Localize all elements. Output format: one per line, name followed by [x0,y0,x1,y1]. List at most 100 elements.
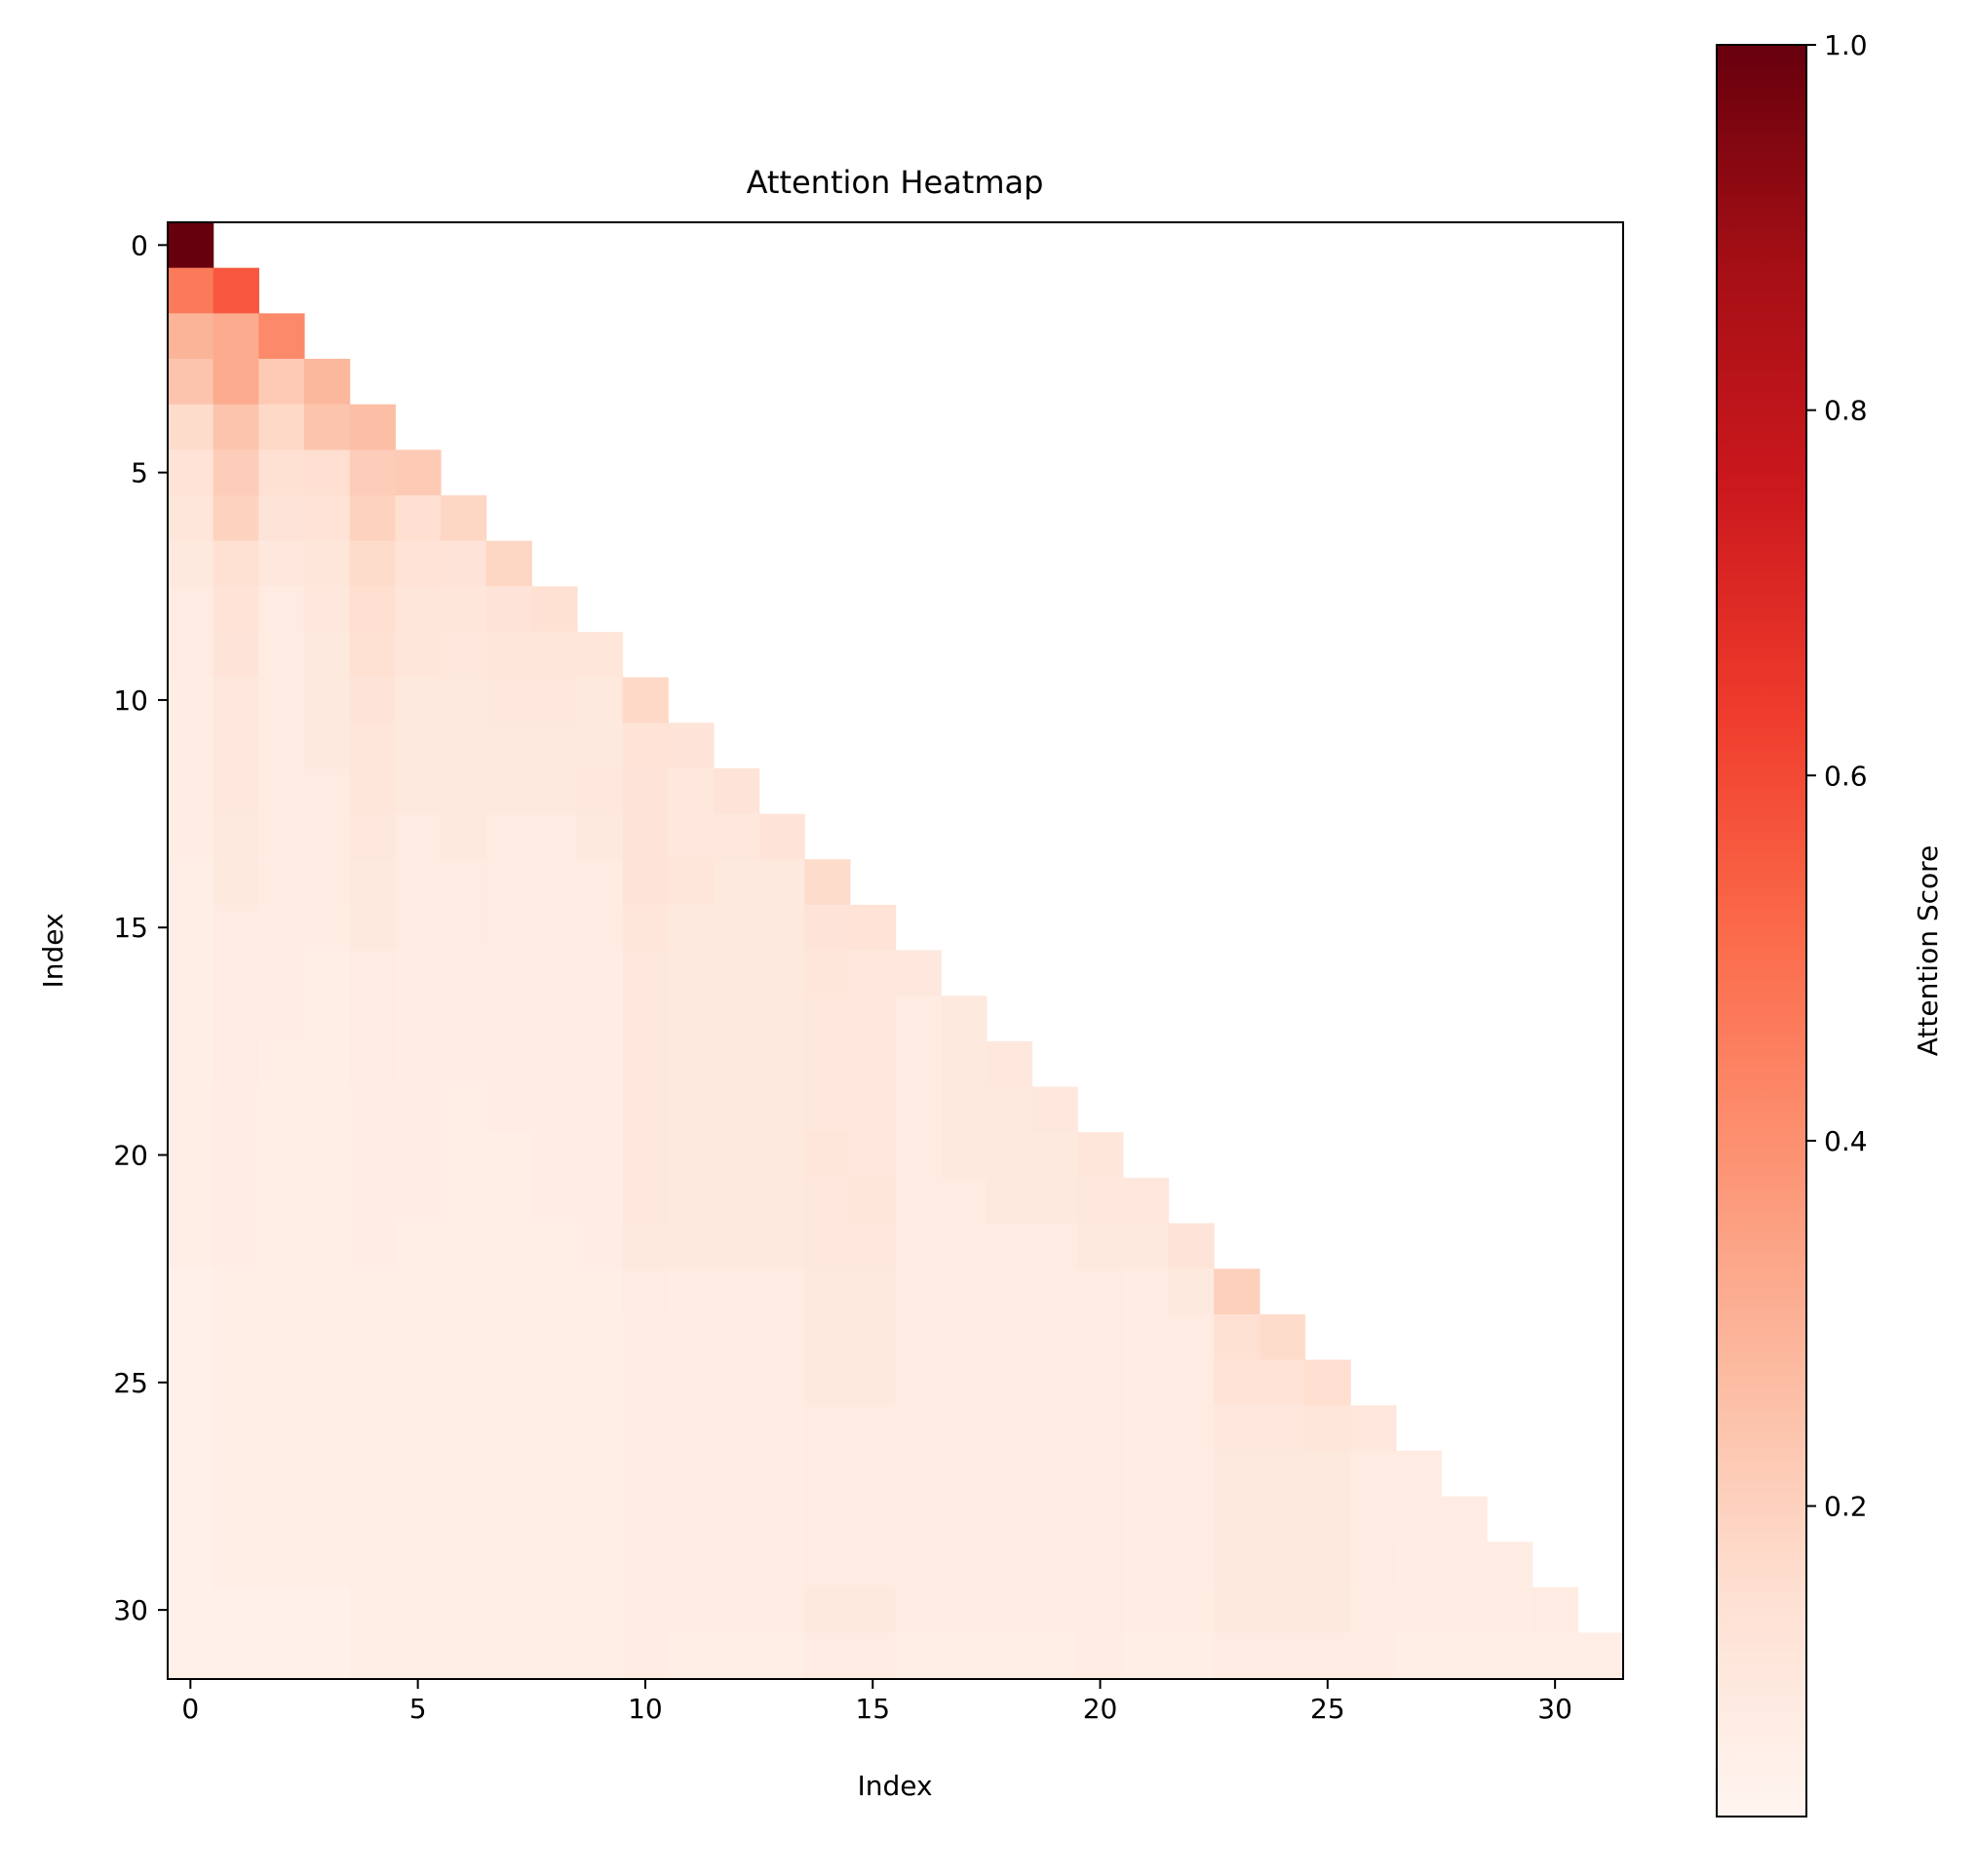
x-tick-label: 25 [1310,1693,1345,1725]
heatmap-cell [440,1450,487,1498]
heatmap-cell [1577,1632,1624,1679]
heatmap-cell [1214,1632,1260,1679]
heatmap-cell [1304,1405,1351,1452]
heatmap-cell [531,1359,578,1406]
heatmap-cell [895,1359,942,1406]
heatmap-cell [1441,1632,1488,1679]
heatmap-cell [531,1086,578,1133]
heatmap-cell [349,1632,396,1679]
heatmap-cell [485,996,532,1042]
heatmap-cell [349,1542,396,1588]
heatmap-cell [1214,1496,1260,1543]
heatmap-cell [1487,1586,1533,1634]
heatmap-cell [668,767,715,815]
x-tick-label: 30 [1537,1693,1572,1725]
heatmap-cell [1077,1542,1124,1588]
plot-frame [167,221,1624,1680]
heatmap-cell [1304,1496,1351,1543]
heatmap-cell [941,1450,988,1498]
colorbar-tick-label: 0.4 [1824,1125,1868,1157]
heatmap-cell [213,1177,259,1225]
heatmap-cell [531,1040,578,1088]
heatmap-cell [622,859,669,906]
heatmap-cell [576,950,624,997]
y-tick-label: 0 [131,229,148,261]
heatmap-cell [804,1359,851,1406]
heatmap-cell [395,1542,442,1588]
heatmap-cell [576,1542,624,1588]
heatmap-cell [168,631,214,679]
heatmap-cell [213,358,259,406]
heatmap-cell [1077,1450,1124,1498]
heatmap-cell [440,1632,487,1679]
heatmap-cell [349,1496,396,1543]
heatmap-cell [303,904,351,952]
heatmap-cell [576,1313,624,1361]
heatmap-cell [1350,1405,1397,1452]
heatmap-cell [1214,1405,1260,1452]
heatmap-cell [485,767,532,815]
heatmap-cell [258,1269,305,1315]
heatmap-cell [485,1586,532,1634]
heatmap-cell [168,950,214,997]
heatmap-cell [1168,1586,1215,1634]
heatmap-cell [895,1177,942,1225]
heatmap-cell [622,723,669,769]
heatmap-cell [440,1269,487,1315]
heatmap-cell [485,1132,532,1179]
heatmap-cell [758,1086,805,1133]
heatmap-cell [713,904,760,952]
heatmap-cell [258,449,305,496]
heatmap-cell [258,723,305,769]
heatmap-cell [168,1359,214,1406]
heatmap-cell [576,1223,624,1270]
heatmap-cell [485,1450,532,1498]
heatmap-cell [395,1040,442,1088]
heatmap-cell [213,313,259,360]
y-tick-label: 25 [113,1367,148,1399]
heatmap-cell [485,677,532,723]
heatmap-cell [440,1132,487,1179]
heatmap-cell [213,1223,259,1270]
heatmap-cell [303,540,351,587]
heatmap-cell [758,996,805,1042]
heatmap-cell [349,1086,396,1133]
heatmap-cell [531,859,578,906]
heatmap-cell [303,1586,351,1634]
heatmap-cell [258,950,305,997]
heatmap-cell [440,859,487,906]
heatmap-cell [395,723,442,769]
heatmap-cell [395,677,442,723]
heatmap-cell [1395,1496,1443,1543]
heatmap-cell [1122,1496,1170,1543]
heatmap-cell [895,950,942,997]
heatmap-cell [986,1313,1033,1361]
heatmap-cell [395,1086,442,1133]
heatmap-cell [213,1586,259,1634]
heatmap-cell [395,767,442,815]
heatmap-cell [258,1632,305,1679]
heatmap-cell [849,1269,897,1315]
heatmap-cell [1259,1496,1306,1543]
heatmap-cell [440,494,487,542]
heatmap-cell [1122,1269,1170,1315]
heatmap-cell [849,1086,897,1133]
heatmap-cell [849,1223,897,1270]
heatmap-cell [440,1586,487,1634]
heatmap-cell [713,813,760,860]
heatmap-cell [213,767,259,815]
heatmap-cell [758,859,805,906]
heatmap-cell [440,723,487,769]
heatmap-cell [986,1223,1033,1270]
heatmap-cell [395,494,442,542]
heatmap-cell [1168,1359,1215,1406]
heatmap-cell [258,996,305,1042]
heatmap-cell [531,1223,578,1270]
heatmap-cell [168,1542,214,1588]
heatmap-cell [941,1132,988,1179]
heatmap-cell [395,1496,442,1543]
heatmap-cell [849,904,897,952]
heatmap-cell [1350,1496,1397,1543]
heatmap-cell [895,996,942,1042]
